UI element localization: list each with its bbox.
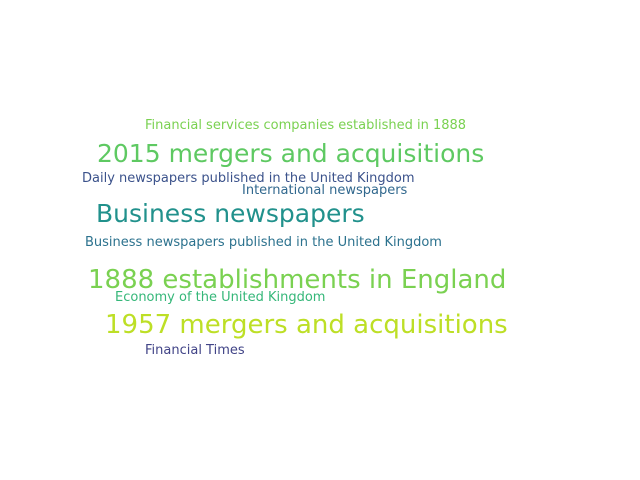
word-business-newspapers: Business newspapers xyxy=(96,199,365,228)
word-financial-services-companies-established-in-1888: Financial services companies established… xyxy=(145,118,467,133)
word-1888-establishments-in-england: 1888 establishments in England xyxy=(88,265,507,295)
word-economy-of-the-united-kingdom: Economy of the United Kingdom xyxy=(115,290,326,305)
word-business-newspapers-published-in-the-united-kingdom: Business newspapers published in the Uni… xyxy=(85,235,442,250)
word-2015-mergers-and-acquisitions: 2015 mergers and acquisitions xyxy=(97,139,485,168)
word-daily-newspapers-published-in-the-united-kingdom: Daily newspapers published in the United… xyxy=(82,171,415,186)
word-international-newspapers: International newspapers xyxy=(242,183,408,198)
word-financial-times: Financial Times xyxy=(145,343,245,358)
word-1957-mergers-and-acquisitions: 1957 mergers and acquisitions xyxy=(105,310,508,340)
